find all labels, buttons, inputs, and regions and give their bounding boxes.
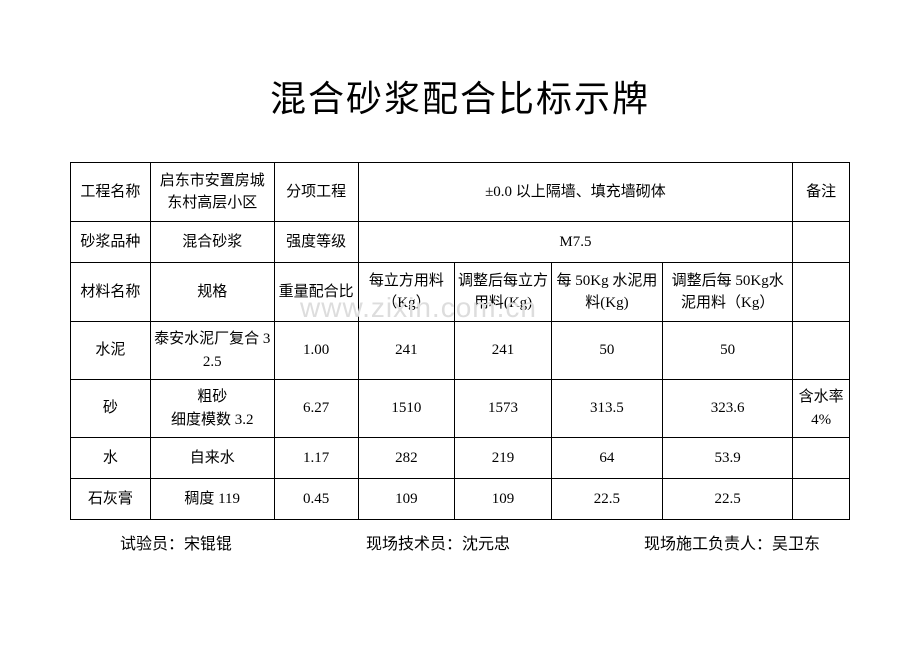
tester-name: 宋锟锟 xyxy=(184,536,232,553)
sub-item-label: 分项工程 xyxy=(274,163,358,222)
cell-name: 水泥 xyxy=(71,322,151,380)
col-adj-50: 调整后每 50Kg水泥用料（Kg） xyxy=(663,263,793,322)
col-per-50: 每 50Kg 水泥用料(Kg) xyxy=(551,263,662,322)
col-spec: 规格 xyxy=(150,263,274,322)
col-ratio: 重量配合比 xyxy=(274,263,358,322)
cell-remark xyxy=(793,479,850,520)
cell-spec: 稠度 119 xyxy=(150,479,274,520)
table-row: 石灰膏 稠度 119 0.45 109 109 22.5 22.5 xyxy=(71,479,850,520)
sub-item-value: ±0.0 以上隔墙、填充墙砌体 xyxy=(358,163,793,222)
cell-remark xyxy=(793,438,850,479)
remark-cell xyxy=(793,222,850,263)
mortar-type-label: 砂浆品种 xyxy=(71,222,151,263)
cell-adj-50: 323.6 xyxy=(663,380,793,438)
foreman: 现场施工负责人：吴卫东 xyxy=(644,530,820,554)
project-name-label: 工程名称 xyxy=(71,163,151,222)
foreman-label: 现场施工负责人： xyxy=(644,536,772,553)
cell-50: 313.5 xyxy=(551,380,662,438)
table-row: 砂 粗砂 细度模数 3.2 6.27 1510 1573 313.5 323.6… xyxy=(71,380,850,438)
cell-name: 石灰膏 xyxy=(71,479,151,520)
cell-ratio: 1.00 xyxy=(274,322,358,380)
remark-header: 备注 xyxy=(793,163,850,222)
strength-value: M7.5 xyxy=(358,222,793,263)
table-row: 工程名称 启东市安置房城东村高层小区 分项工程 ±0.0 以上隔墙、填充墙砌体 … xyxy=(71,163,850,222)
table-row: 水泥 泰安水泥厂复合 32.5 1.00 241 241 50 50 xyxy=(71,322,850,380)
cell-50: 50 xyxy=(551,322,662,380)
cell-remark xyxy=(793,322,850,380)
cell-adj-50: 22.5 xyxy=(663,479,793,520)
cell-ratio: 0.45 xyxy=(274,479,358,520)
technician: 现场技术员：沈元忠 xyxy=(366,530,510,554)
cell-m3: 109 xyxy=(358,479,455,520)
cell-adj-50: 50 xyxy=(663,322,793,380)
col-material: 材料名称 xyxy=(71,263,151,322)
cell-spec: 泰安水泥厂复合 32.5 xyxy=(150,322,274,380)
mortar-type-value: 混合砂浆 xyxy=(150,222,274,263)
table-row: 砂浆品种 混合砂浆 强度等级 M7.5 xyxy=(71,222,850,263)
cell-adj-m3: 241 xyxy=(455,322,552,380)
tester-label: 试验员： xyxy=(120,536,184,553)
mix-ratio-table: 工程名称 启东市安置房城东村高层小区 分项工程 ±0.0 以上隔墙、填充墙砌体 … xyxy=(70,162,850,520)
cell-remark: 含水率 4% xyxy=(793,380,850,438)
cell-adj-m3: 219 xyxy=(455,438,552,479)
cell-adj-50: 53.9 xyxy=(663,438,793,479)
table-row: 水 自来水 1.17 282 219 64 53.9 xyxy=(71,438,850,479)
tech-name: 沈元忠 xyxy=(462,536,510,553)
strength-label: 强度等级 xyxy=(274,222,358,263)
tech-label: 现场技术员： xyxy=(366,536,462,553)
remark-cell xyxy=(793,263,850,322)
cell-ratio: 6.27 xyxy=(274,380,358,438)
cell-adj-m3: 1573 xyxy=(455,380,552,438)
cell-name: 砂 xyxy=(71,380,151,438)
tester: 试验员：宋锟锟 xyxy=(120,530,232,554)
col-adj-m3: 调整后每立方用料(Kg) xyxy=(455,263,552,322)
cell-m3: 1510 xyxy=(358,380,455,438)
table-row: 材料名称 规格 重量配合比 每立方用料（Kg） 调整后每立方用料(Kg) 每 5… xyxy=(71,263,850,322)
foreman-name: 吴卫东 xyxy=(772,536,820,553)
cell-m3: 241 xyxy=(358,322,455,380)
page-title: 混合砂浆配合比标示牌 xyxy=(70,70,850,122)
signatures-row: 试验员：宋锟锟 现场技术员：沈元忠 现场施工负责人：吴卫东 xyxy=(70,530,850,554)
cell-name: 水 xyxy=(71,438,151,479)
project-name-value: 启东市安置房城东村高层小区 xyxy=(150,163,274,222)
cell-adj-m3: 109 xyxy=(455,479,552,520)
cell-spec: 自来水 xyxy=(150,438,274,479)
cell-50: 22.5 xyxy=(551,479,662,520)
col-per-m3: 每立方用料（Kg） xyxy=(358,263,455,322)
cell-spec: 粗砂 细度模数 3.2 xyxy=(150,380,274,438)
cell-ratio: 1.17 xyxy=(274,438,358,479)
cell-50: 64 xyxy=(551,438,662,479)
cell-m3: 282 xyxy=(358,438,455,479)
